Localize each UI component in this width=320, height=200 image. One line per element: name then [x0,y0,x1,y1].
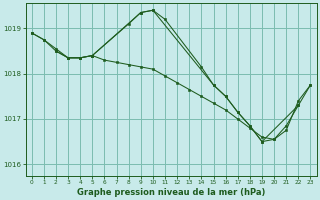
X-axis label: Graphe pression niveau de la mer (hPa): Graphe pression niveau de la mer (hPa) [77,188,265,197]
